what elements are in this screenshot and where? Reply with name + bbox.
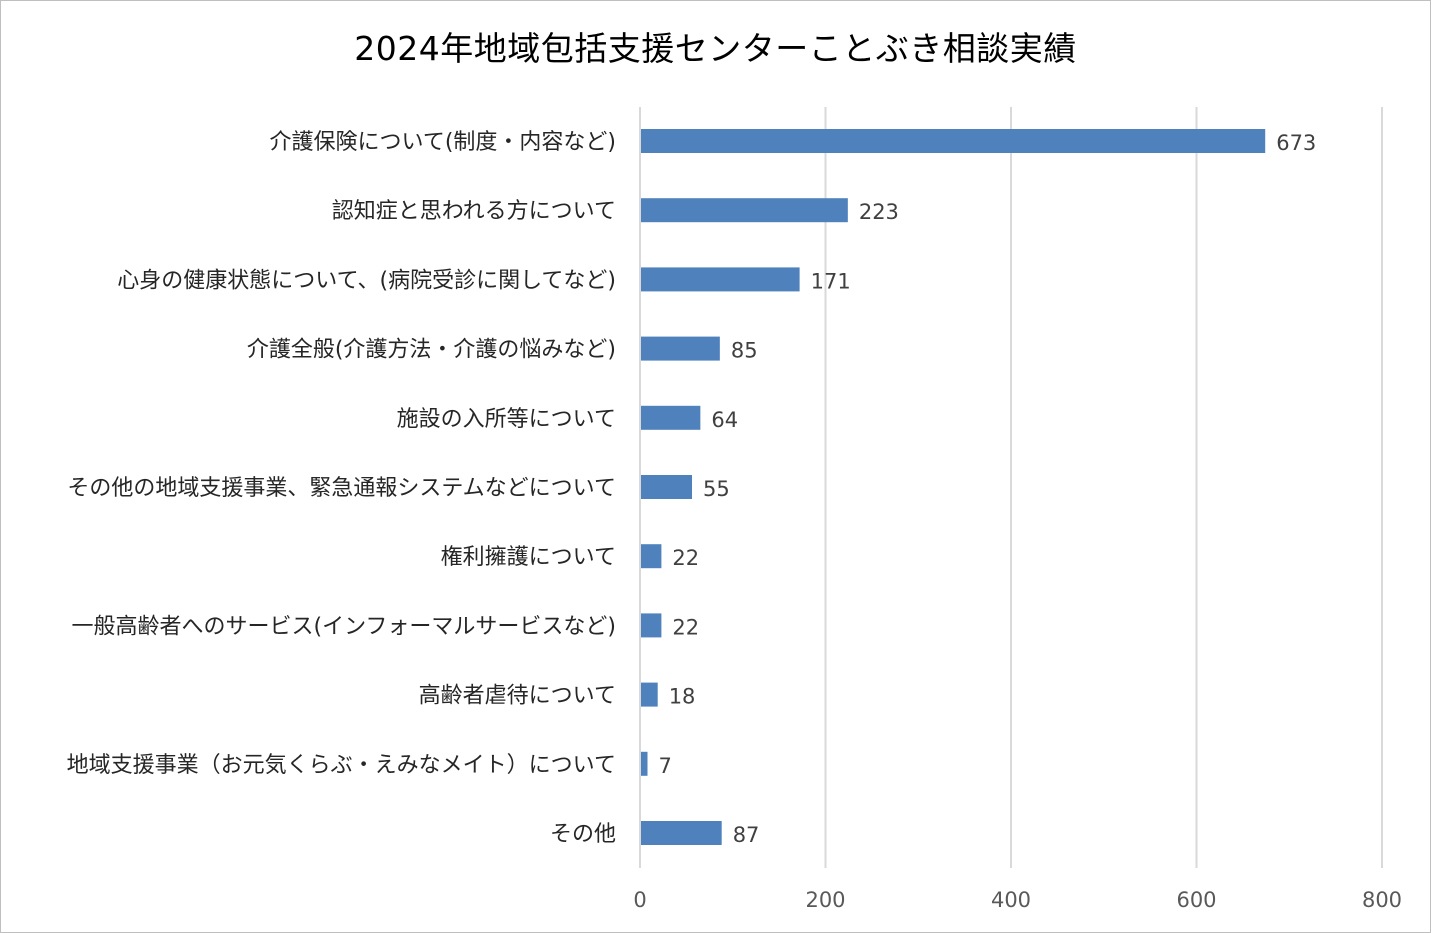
- bar: [641, 475, 693, 499]
- x-tick-label: 600: [1176, 888, 1216, 912]
- data-label: 171: [811, 269, 851, 293]
- category-label: 一般高齢者へのサービス(インフォーマルサービスなど): [71, 614, 616, 639]
- bar: [641, 682, 658, 707]
- data-label: 55: [703, 477, 730, 501]
- data-label: 22: [672, 615, 699, 639]
- data-label: 87: [733, 823, 760, 847]
- bar: [641, 751, 648, 776]
- x-tick-labels: 0 200 400 600 800: [633, 888, 1402, 912]
- category-labels: 介護保険について(制度・内容など) 認知症と思われる方について心身の健康状態につい…: [67, 130, 616, 847]
- category-label: その他の地域支援事業、緊急通報システムなどについて: [67, 476, 616, 501]
- bar: [641, 613, 662, 638]
- x-tick-label: 400: [991, 888, 1031, 912]
- x-tick-label: 800: [1362, 888, 1402, 912]
- data-label: 64: [711, 408, 738, 432]
- category-label: 認知症と思われる方について: [332, 199, 616, 224]
- data-label: 7: [658, 754, 671, 778]
- category-label: その他: [550, 822, 616, 847]
- data-label: 223: [859, 200, 899, 224]
- bar: [641, 198, 848, 223]
- category-label: 地域支援事業（お元気くらぶ・えみなメイト）について: [67, 753, 616, 778]
- chart-title: 2024年地域包括支援センターことぶき相談実績: [354, 29, 1077, 68]
- bar: [641, 267, 800, 292]
- category-label: 権利擁護について: [441, 545, 616, 570]
- category-label: 介護全般(介護方法・介護の悩みなど): [247, 338, 616, 363]
- bar: [641, 821, 722, 845]
- data-label: 85: [731, 339, 758, 363]
- bar: [641, 129, 1266, 153]
- x-tick-label: 200: [805, 888, 845, 912]
- category-label: 心身の健康状態について、(病院受診に関してなど): [117, 268, 616, 293]
- category-label: 高齢者虐待について: [419, 684, 616, 709]
- bar: [641, 336, 720, 361]
- data-label: 22: [672, 546, 699, 570]
- category-label: 介護保険について(制度・内容など): [269, 130, 616, 155]
- bar: [641, 405, 701, 430]
- data-label: 673: [1276, 131, 1316, 155]
- gridlines: [639, 107, 1383, 868]
- category-label: 施設の入所等について: [397, 407, 616, 432]
- bars: [641, 129, 1266, 845]
- data-label: 18: [669, 685, 696, 709]
- x-tick-label: 0: [633, 888, 646, 912]
- value-labels: 673 223 171 85 64 55 22 22 18 7 87: [658, 131, 1316, 847]
- bar: [641, 544, 662, 569]
